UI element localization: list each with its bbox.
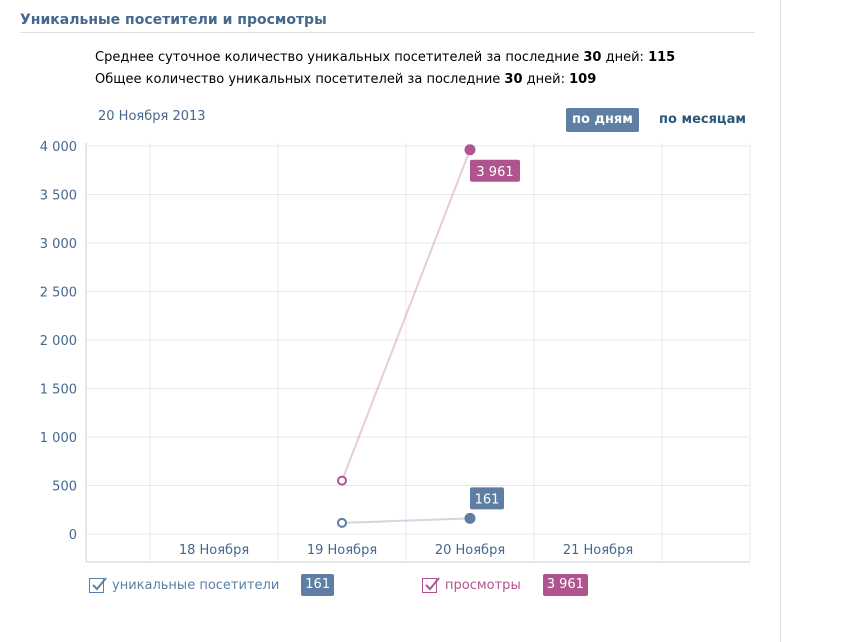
stats-summary: Среднее суточное количество уникальных п…	[95, 47, 675, 91]
value-label-visitors: 161	[475, 492, 500, 507]
checkmark-icon	[92, 576, 107, 590]
stats-average-mid: дней:	[601, 50, 649, 65]
right-divider	[780, 0, 781, 642]
stats-average-text: Среднее суточное количество уникальных п…	[95, 50, 584, 65]
section-title: Уникальные посетители и просмотры	[20, 12, 327, 28]
views-checkbox[interactable]	[422, 576, 440, 593]
by-days-button[interactable]: по дням	[566, 108, 639, 132]
data-point-visitors[interactable]	[337, 517, 347, 528]
title-divider	[20, 32, 755, 33]
data-point-views[interactable]	[337, 475, 347, 486]
y-tick-label: 0	[69, 528, 77, 543]
stats-total-row: Общее количество уникальных посетителей …	[95, 69, 675, 91]
y-tick-label: 3 000	[40, 237, 77, 252]
y-tick-label: 3 500	[40, 189, 77, 204]
y-tick-label: 1 500	[40, 383, 77, 398]
data-point-views[interactable]	[464, 144, 476, 156]
plot-area	[86, 143, 750, 562]
stats-total-days: 30	[504, 72, 523, 87]
line-chart: 0 500 1 000 1 500 2 000 2 500 3 000 3 500 4 000 1…	[40, 140, 751, 563]
series-line-views	[341, 149, 471, 482]
stats-average-value: 115	[648, 50, 676, 65]
value-label-views: 3 961	[476, 165, 513, 180]
visitors-checkbox[interactable]	[89, 576, 107, 593]
y-tick-label: 2 500	[40, 286, 77, 301]
stats-total-text: Общее количество уникальных посетителей …	[95, 72, 505, 87]
by-months-button[interactable]: по месяцам	[659, 112, 746, 127]
stats-average-row: Среднее суточное количество уникальных п…	[95, 47, 675, 69]
legend-visitors: уникальные посетители 161	[89, 574, 335, 596]
y-tick-label: 1 000	[40, 431, 77, 446]
x-tick-label: 18 Ноября	[179, 543, 249, 558]
stats-total-mid: дней:	[522, 72, 570, 87]
x-tick-label: 19 Ноября	[307, 543, 377, 558]
stats-total-value: 109	[569, 72, 597, 87]
value-flag-views	[470, 159, 520, 182]
series-line-visitors	[341, 517, 471, 524]
y-tick-label: 2 000	[40, 334, 77, 349]
legend-views: просмотры 3 961	[422, 574, 588, 596]
data-point-visitors[interactable]	[464, 512, 476, 524]
legend-visitors-label[interactable]: уникальные посетители	[112, 577, 280, 593]
y-tick-label: 4 000	[40, 140, 77, 155]
legend-views-value: 3 961	[542, 574, 588, 596]
stats-average-days: 30	[583, 50, 602, 65]
checkmark-icon	[425, 576, 440, 590]
x-tick-label: 20 Ноября	[435, 543, 505, 558]
y-tick-label: 500	[52, 480, 77, 495]
legend-visitors-value: 161	[301, 574, 335, 596]
legend-views-label[interactable]: просмотры	[445, 577, 521, 593]
x-tick-label: 21 Ноября	[563, 543, 633, 558]
selected-date: 20 Ноября 2013	[98, 109, 206, 124]
value-flag-visitors	[470, 487, 504, 510]
